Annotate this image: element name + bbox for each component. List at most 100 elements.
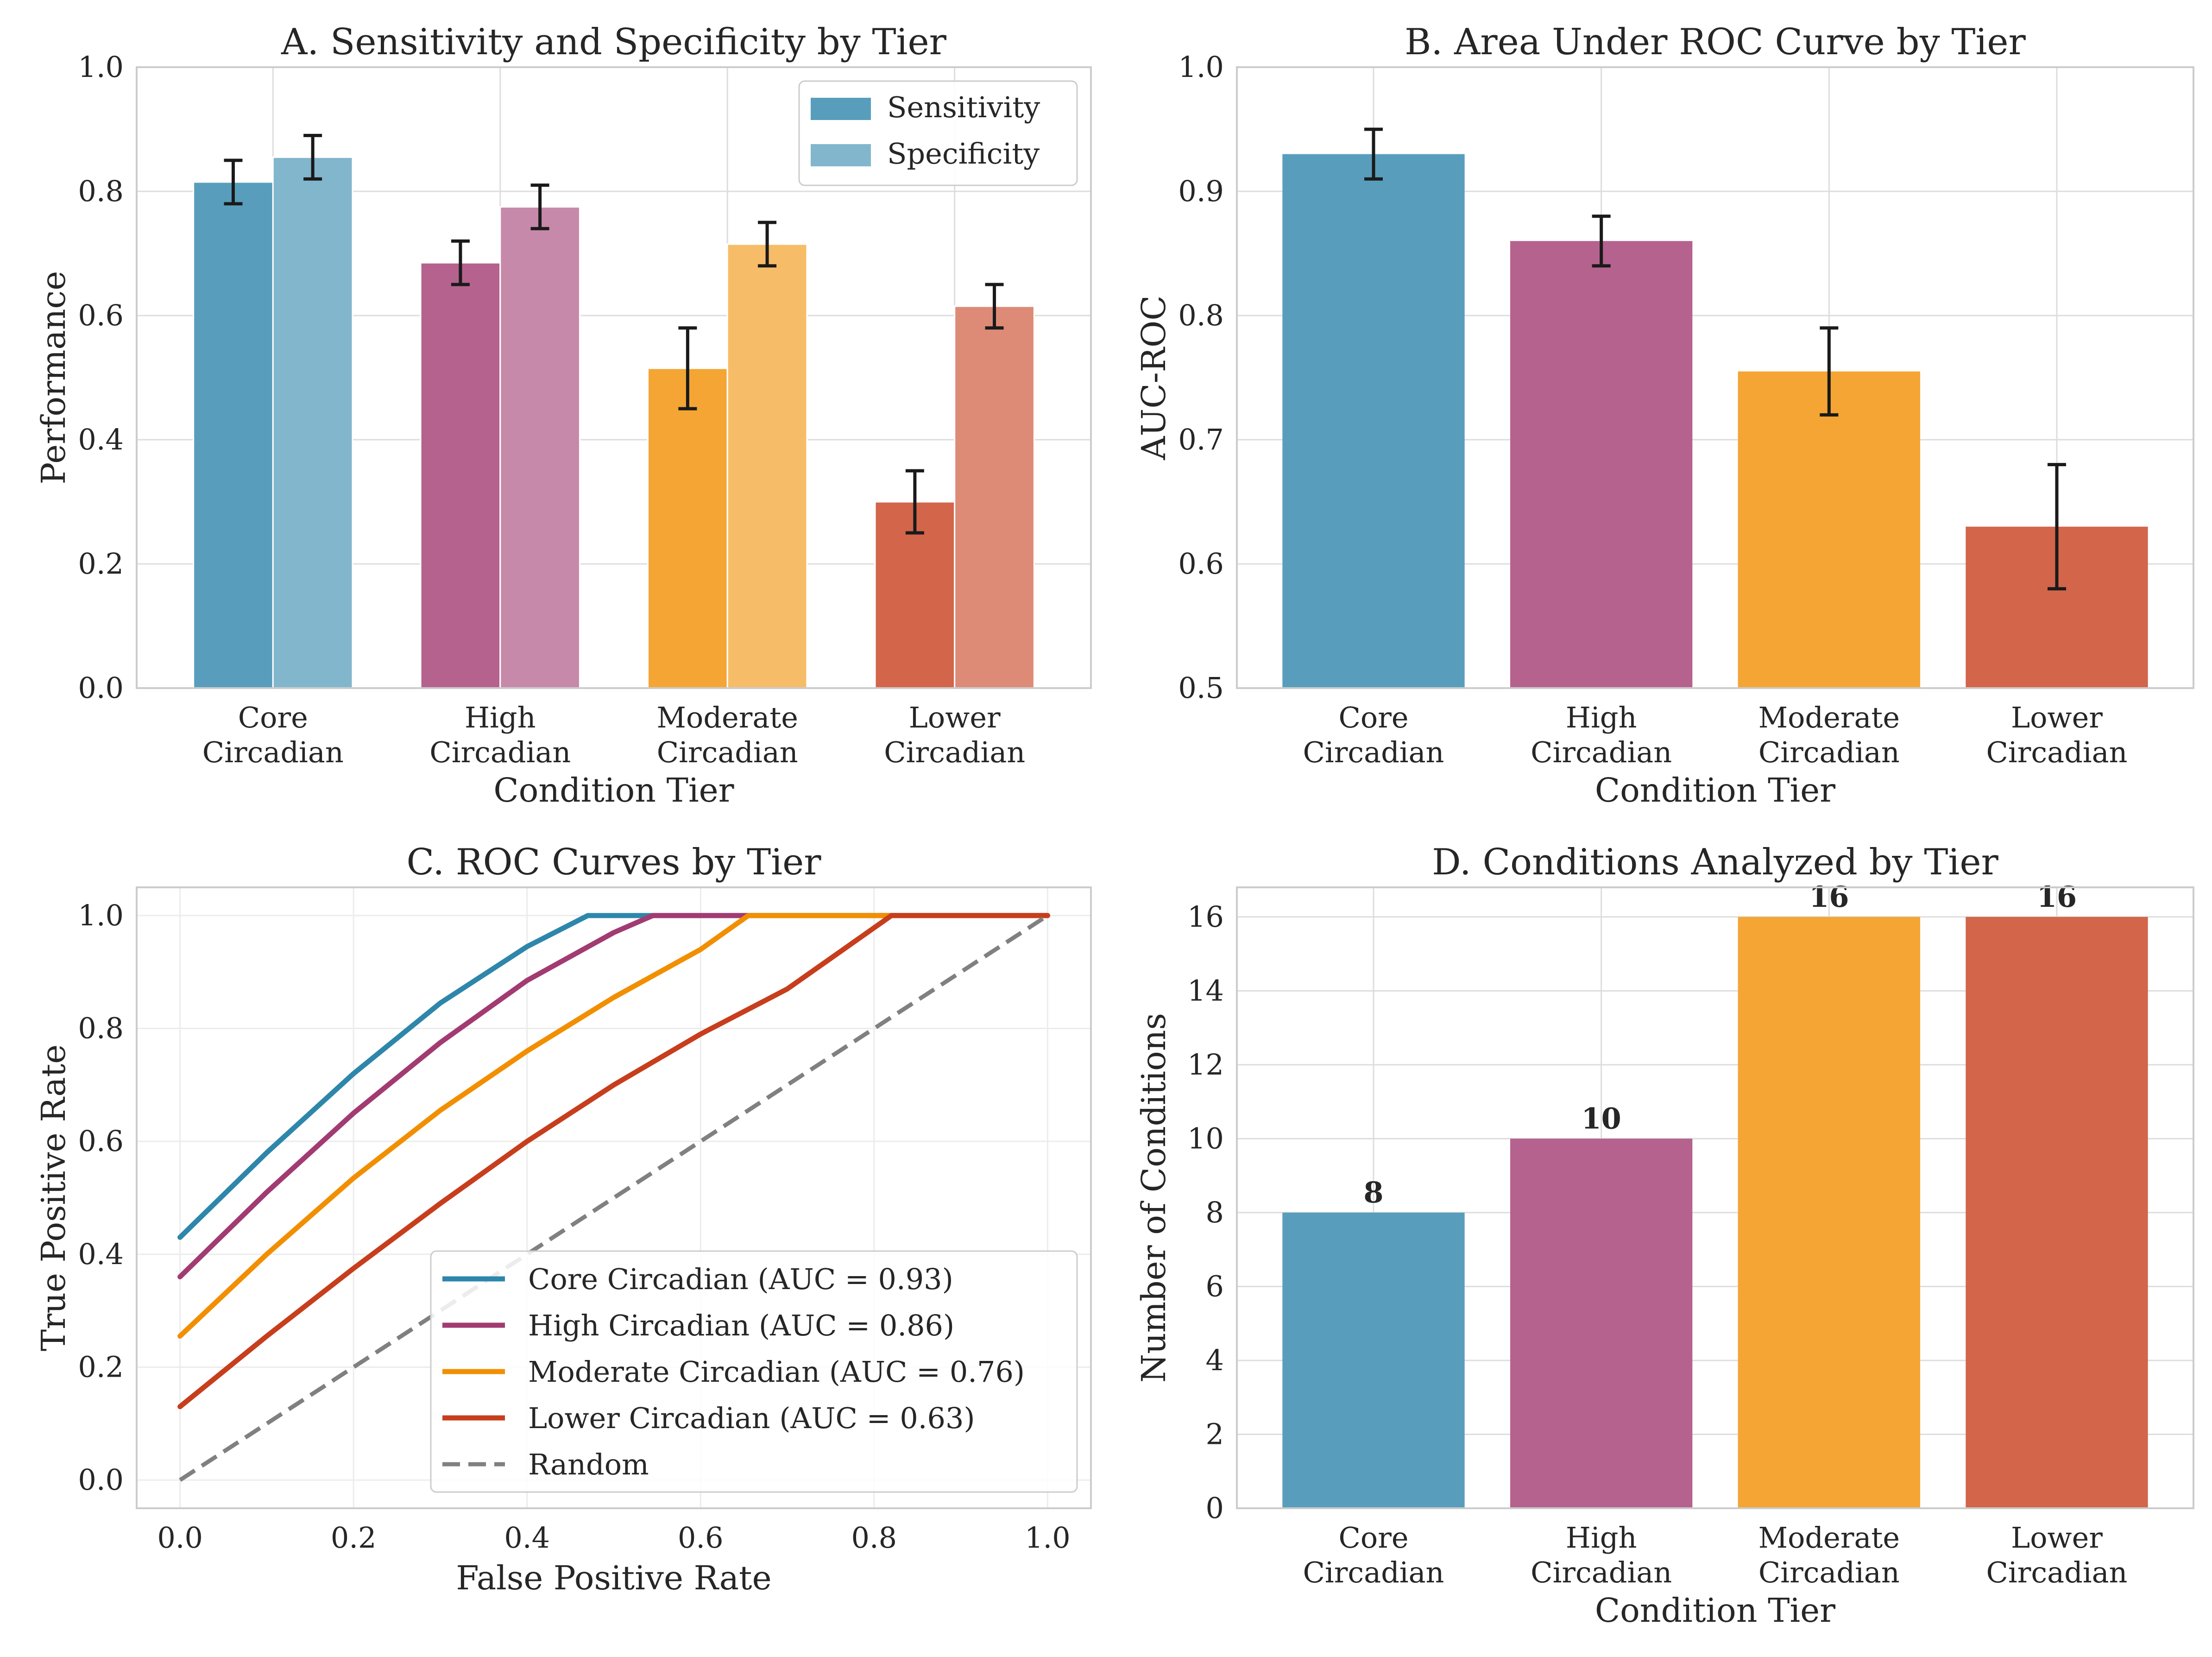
bar-specificity	[726, 243, 808, 689]
y-tick-label: 0.8	[78, 1012, 124, 1045]
legend-label: Random	[528, 1448, 649, 1481]
x-axis-label: False Positive Rate	[456, 1559, 771, 1597]
bar-value-label: 16	[2037, 880, 2077, 914]
axes-frame	[1236, 886, 2194, 1509]
bar-specificity	[499, 206, 580, 689]
x-tick-label: High	[1566, 701, 1637, 734]
legend-label: Lower Circadian (AUC = 0.63)	[528, 1401, 975, 1435]
y-tick-label: 0.2	[78, 547, 124, 581]
x-tick-label: Circadian	[1986, 1556, 2127, 1589]
legend-label: Core Circadian (AUC = 0.93)	[528, 1262, 953, 1296]
x-tick-label: Circadian	[1531, 735, 1672, 769]
chart-title: B. Area Under ROC Curve by Tier	[1405, 21, 2026, 63]
bar-count	[1510, 1138, 1693, 1508]
x-tick-label: High	[1566, 1521, 1637, 1555]
panel-d: D. Conditions Analyzed by Tier 0 2 4 6 8 10 12 1…	[1134, 841, 2194, 1630]
chart-title: D. Conditions Analyzed by Tier	[1432, 841, 1998, 883]
x-tick-label: Core	[1338, 1521, 1408, 1555]
legend-label: Moderate Circadian (AUC = 0.76)	[528, 1355, 1025, 1389]
y-tick-label: 0.6	[78, 1124, 124, 1158]
x-tick-label: Lower	[909, 701, 1001, 734]
y-tick-label: 0.0	[78, 671, 124, 705]
y-tick-label: 12	[1187, 1048, 1224, 1081]
x-tick-label: Moderate	[1758, 701, 1900, 734]
bar-specificity	[954, 305, 1035, 689]
y-tick-label: 0.2	[78, 1350, 124, 1384]
x-tick-label: Circadian	[657, 735, 798, 769]
x-tick-label: 0.2	[331, 1521, 377, 1555]
bar-auc	[1738, 371, 1920, 688]
y-tick-label: 0.5	[1178, 671, 1224, 705]
x-axis-label: Condition Tier	[1595, 1591, 1835, 1630]
y-tick-label: 0.4	[78, 1237, 124, 1271]
x-tick-label: 0.0	[157, 1521, 203, 1555]
x-axis-label: Condition Tier	[1595, 771, 1835, 810]
y-tick-label: 2	[1206, 1417, 1224, 1451]
y-tick-label: 10	[1187, 1121, 1224, 1155]
roc-curve	[177, 913, 1050, 1279]
y-tick-label: 0.7	[1178, 423, 1224, 456]
bar-auc	[1282, 154, 1465, 689]
bar-count	[1738, 917, 1920, 1508]
bar-auc	[1510, 241, 1693, 688]
chart-title: A. Sensitivity and Specificity by Tier	[281, 21, 947, 63]
axes-frame	[1236, 66, 2194, 689]
x-tick-label: Circadian	[1531, 1556, 1672, 1589]
x-tick-label: Moderate	[657, 701, 798, 734]
panel-b: B. Area Under ROC Curve by Tier 0.5 0.6 0.7…	[1134, 21, 2194, 810]
legend-swatch	[811, 98, 871, 120]
x-tick-label: Circadian	[1758, 735, 1900, 769]
roc-curve	[177, 913, 1050, 1240]
y-tick-label: 8	[1206, 1195, 1224, 1229]
y-tick-label: 0.4	[78, 423, 124, 456]
panel-c: C. ROC Curves by Tier 0.0 0.2 0.4 0.6 0.8 1.0 0…	[34, 841, 1092, 1597]
x-tick-label: Circadian	[429, 735, 571, 769]
y-tick-label: 0.6	[78, 298, 124, 332]
x-tick-label: 0.6	[678, 1521, 724, 1555]
y-axis-label: Performance	[34, 271, 73, 485]
y-tick-label: 1.0	[78, 898, 124, 932]
bar-count	[1282, 1212, 1465, 1508]
x-tick-label: Core	[1338, 701, 1408, 734]
y-tick-label: 0.6	[1178, 547, 1224, 581]
x-axis-label: Condition Tier	[493, 771, 734, 810]
y-tick-label: 4	[1206, 1343, 1224, 1377]
panel-a: A. Sensitivity and Specificity by Tier 0.…	[34, 21, 1092, 810]
y-tick-label: 6	[1206, 1269, 1224, 1303]
y-tick-label: 0.9	[1178, 174, 1224, 208]
x-tick-label: Lower	[2011, 701, 2103, 734]
y-tick-label: 1.0	[78, 50, 124, 84]
y-tick-label: 0	[1206, 1491, 1224, 1525]
y-tick-label: 16	[1187, 900, 1224, 934]
bar-sensitivity	[193, 181, 274, 689]
roc-curve	[177, 913, 1050, 1339]
y-tick-label: 0.8	[78, 174, 124, 208]
legend-box	[430, 1250, 1078, 1493]
x-tick-label: Moderate	[1758, 1521, 1900, 1555]
bar-sensitivity	[420, 262, 501, 689]
x-tick-label: Circadian	[1758, 1556, 1900, 1589]
legend-label: Sensitivity	[887, 90, 1040, 124]
x-tick-label: High	[465, 701, 536, 734]
y-axis-label: AUC-ROC	[1134, 295, 1173, 460]
bar-value-label: 8	[1363, 1176, 1383, 1209]
y-tick-label: 1.0	[1178, 50, 1224, 84]
bar-specificity	[272, 156, 353, 689]
y-axis-label: True Positive Rate	[34, 1044, 73, 1351]
axes-frame	[136, 66, 1092, 689]
legend-label: High Circadian (AUC = 0.86)	[528, 1309, 954, 1342]
bar-value-label: 16	[1809, 880, 1849, 914]
x-tick-label: 1.0	[1025, 1521, 1071, 1555]
y-axis-label: Number of Conditions	[1134, 1013, 1173, 1383]
x-tick-label: Circadian	[1986, 735, 2127, 769]
y-tick-label: 14	[1187, 974, 1224, 1007]
x-tick-label: Circadian	[202, 735, 344, 769]
bar-count	[1966, 917, 2148, 1508]
y-tick-label: 0.8	[1178, 298, 1224, 332]
y-tick-label: 0.0	[78, 1463, 124, 1497]
legend-label: Specificity	[887, 137, 1040, 171]
bar-sensitivity	[647, 367, 728, 689]
roc-curve	[177, 913, 1050, 1410]
chart-title: C. ROC Curves by Tier	[406, 841, 821, 883]
